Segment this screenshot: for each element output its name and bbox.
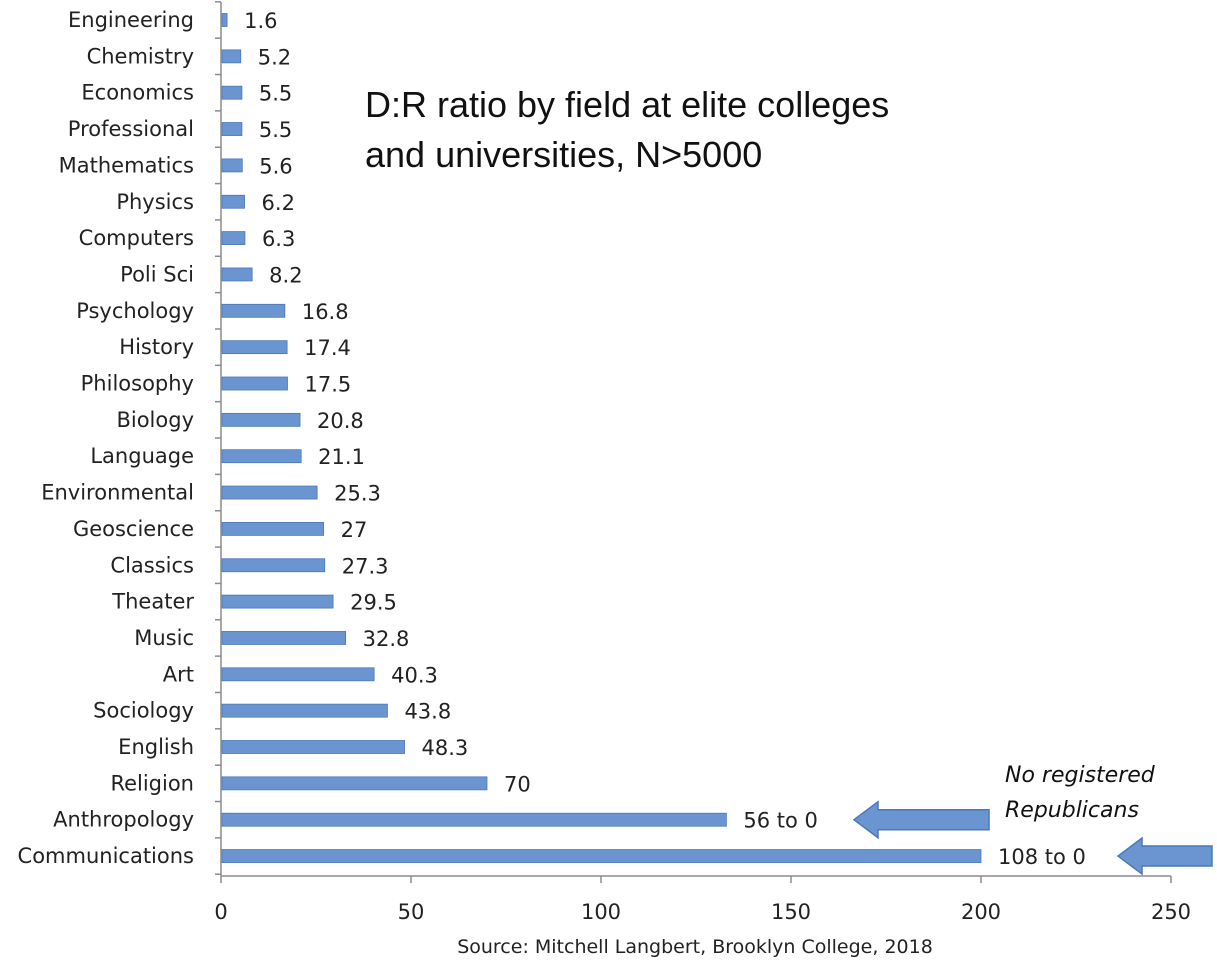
data-label-music: 32.8 — [363, 627, 410, 651]
data-label-sociology: 43.8 — [404, 700, 451, 724]
bar-english — [221, 740, 405, 754]
x-tick-label: 0 — [214, 900, 227, 924]
bar-environmental — [221, 485, 318, 500]
category-label-environmental: Environmental — [41, 481, 194, 505]
category-label-professional: Professional — [68, 117, 194, 141]
category-label-mathematics: Mathematics — [59, 153, 194, 177]
bar-biology — [221, 412, 301, 427]
annotation-line-2: Republicans — [1005, 798, 1139, 823]
data-label-geoscience: 27 — [341, 518, 368, 542]
data-label-environmental: 25.3 — [334, 482, 381, 506]
category-label-language: Language — [90, 444, 194, 468]
bar-art — [221, 667, 375, 682]
bar-classics — [221, 558, 326, 573]
chart-title-line-2: and universities, N>5000 — [365, 134, 763, 175]
x-tick-label: 100 — [581, 900, 621, 924]
bar-psychology — [221, 303, 286, 318]
data-label-anthropology: 56 to 0 — [743, 809, 818, 833]
category-label-poli-sci: Poli Sci — [120, 262, 194, 286]
x-tick-label: 250 — [1151, 900, 1191, 924]
chart-title: D:R ratio by field at elite colleges and… — [365, 80, 1005, 180]
bar-poli-sci — [221, 267, 253, 282]
no-republicans-annotation: No registered Republicans — [1005, 758, 1155, 828]
data-label-theater: 29.5 — [350, 591, 397, 615]
data-label-physics: 6.2 — [262, 191, 295, 215]
x-tick-label: 150 — [771, 900, 811, 924]
data-label-religion: 70 — [504, 772, 531, 796]
arrow-anthropology-icon — [852, 800, 990, 840]
bar-computers — [221, 231, 246, 246]
bar-religion — [221, 776, 488, 791]
data-label-professional: 5.5 — [259, 118, 292, 142]
category-label-sociology: Sociology — [93, 699, 194, 723]
data-label-psychology: 16.8 — [302, 300, 349, 324]
data-label-chemistry: 5.2 — [258, 45, 291, 69]
category-label-religion: Religion — [110, 771, 194, 795]
bar-communications — [221, 849, 982, 863]
category-label-physics: Physics — [116, 190, 194, 214]
data-label-language: 21.1 — [318, 445, 365, 469]
chart-title-line-1: D:R ratio by field at elite colleges — [365, 84, 890, 125]
category-label-engineering: Engineering — [68, 8, 194, 32]
source-note: Source: Mitchell Langbert, Brooklyn Coll… — [457, 936, 933, 958]
bar-theater — [221, 594, 334, 609]
x-tick-label: 200 — [961, 900, 1001, 924]
bar-geoscience — [221, 522, 324, 536]
category-label-biology: Biology — [116, 408, 194, 432]
bar-philosophy — [221, 376, 288, 391]
data-label-computers: 6.3 — [262, 227, 295, 251]
category-label-theater: Theater — [111, 590, 194, 614]
category-label-economics: Economics — [81, 81, 194, 105]
category-label-music: Music — [134, 626, 194, 650]
data-label-history: 17.4 — [304, 336, 351, 360]
annotation-line-1: No registered — [1005, 763, 1155, 788]
bar-sociology — [221, 703, 388, 718]
category-label-history: History — [119, 335, 194, 359]
data-label-english: 48.3 — [422, 736, 469, 760]
bar-engineering — [221, 13, 228, 27]
data-label-communications: 108 to 0 — [998, 845, 1086, 869]
data-label-philosophy: 17.5 — [305, 373, 352, 397]
arrow-communications-icon — [1116, 836, 1213, 876]
data-label-engineering: 1.6 — [244, 9, 277, 33]
category-label-anthropology: Anthropology — [53, 808, 194, 832]
bar-economics — [221, 85, 243, 100]
bar-chemistry — [221, 49, 242, 64]
category-label-art: Art — [163, 662, 194, 686]
data-label-poli-sci: 8.2 — [269, 263, 302, 287]
category-label-geoscience: Geoscience — [73, 517, 194, 541]
bar-history — [221, 340, 288, 355]
data-label-classics: 27.3 — [342, 554, 389, 578]
data-label-economics: 5.5 — [259, 82, 292, 106]
bar-professional — [221, 122, 243, 136]
category-label-psychology: Psychology — [76, 299, 194, 323]
category-label-english: English — [118, 735, 194, 759]
category-label-communications: Communications — [18, 844, 194, 868]
category-label-computers: Computers — [79, 226, 194, 250]
bar-mathematics — [221, 158, 243, 173]
x-tick-label: 50 — [398, 900, 425, 924]
bar-language — [221, 449, 302, 464]
data-label-biology: 20.8 — [317, 409, 364, 433]
data-label-art: 40.3 — [391, 663, 438, 687]
data-label-mathematics: 5.6 — [259, 154, 292, 178]
category-label-philosophy: Philosophy — [81, 372, 194, 396]
category-label-classics: Classics — [110, 553, 194, 577]
category-label-chemistry: Chemistry — [87, 44, 194, 68]
bar-music — [221, 631, 347, 645]
bar-anthropology — [221, 812, 727, 827]
bar-physics — [221, 194, 245, 209]
